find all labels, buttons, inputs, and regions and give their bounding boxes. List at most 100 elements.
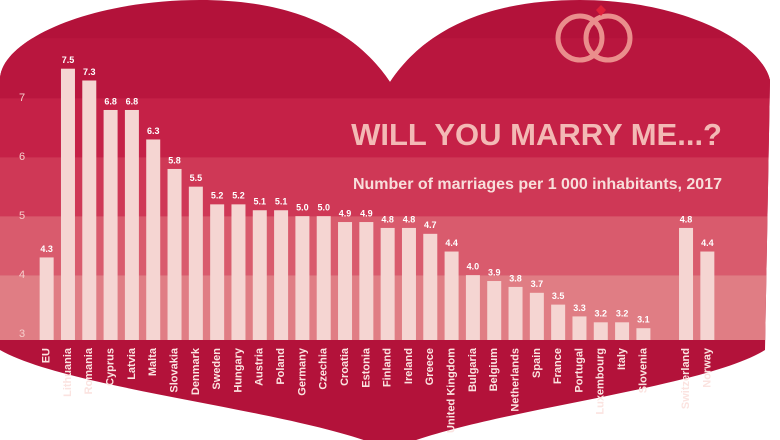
x-tick-label: Czechia xyxy=(318,347,330,389)
x-tick-label: Luxembourg xyxy=(595,348,607,415)
bar xyxy=(465,275,480,340)
x-tick-label: Poland xyxy=(275,348,287,385)
x-tick-label: Portugal xyxy=(573,348,585,393)
value-label: 3.5 xyxy=(552,291,565,301)
bar xyxy=(444,251,459,340)
y-tick-label: 3 xyxy=(19,328,25,340)
ring xyxy=(555,13,605,63)
value-label: 5.1 xyxy=(275,197,288,207)
value-label: 6.8 xyxy=(104,96,117,106)
gem xyxy=(596,5,606,16)
value-label: 3.3 xyxy=(573,303,586,313)
value-label: 4.8 xyxy=(680,214,693,224)
value-label: 6.8 xyxy=(126,96,139,106)
value-label: 4.9 xyxy=(360,208,373,218)
value-label: 7.5 xyxy=(62,55,75,65)
value-label: 4.4 xyxy=(445,238,458,248)
x-tick-label: Finland xyxy=(382,348,394,387)
bar xyxy=(82,80,97,340)
y-tick-label: 4 xyxy=(19,269,25,281)
x-tick-label: Bulgaria xyxy=(467,347,479,392)
x-tick-label: Cyprus xyxy=(105,348,117,386)
bar xyxy=(167,168,182,340)
x-tick-label: Austria xyxy=(254,347,266,386)
x-tick-label: Ireland xyxy=(403,348,415,384)
bar xyxy=(423,233,438,340)
bar xyxy=(295,216,310,340)
bar xyxy=(210,204,225,340)
value-label: 5.2 xyxy=(232,191,245,201)
x-tick-label: Hungary xyxy=(232,347,244,393)
bar xyxy=(529,292,544,340)
bar xyxy=(316,216,331,340)
y-tick-label: 7 xyxy=(19,92,25,104)
x-tick-label: Slovenia xyxy=(637,347,649,393)
bar xyxy=(636,328,651,340)
bar xyxy=(572,316,587,340)
x-tick-label: Belgium xyxy=(488,348,500,392)
bar xyxy=(380,227,395,340)
x-tick-label: Greece xyxy=(424,348,436,385)
bar xyxy=(359,222,374,340)
x-tick-label: Romania xyxy=(83,347,95,394)
bar xyxy=(103,109,118,341)
value-label: 5.2 xyxy=(211,191,224,201)
stripe-band xyxy=(0,38,770,99)
x-tick-label: Latvia xyxy=(126,347,138,380)
value-label: 4.3 xyxy=(40,244,53,254)
x-tick-label: Norway xyxy=(701,347,713,388)
value-label: 4.8 xyxy=(381,214,394,224)
ring xyxy=(583,13,633,63)
bar xyxy=(679,227,694,340)
bar xyxy=(593,322,608,340)
bar xyxy=(60,68,75,340)
x-tick-label: Italy xyxy=(616,347,628,370)
bar xyxy=(39,257,54,340)
value-label: 6.3 xyxy=(147,126,160,136)
x-tick-label: Germany xyxy=(296,347,308,396)
value-label: 4.7 xyxy=(424,220,437,230)
x-tick-label: Spain xyxy=(531,348,543,378)
x-tick-label: Estonia xyxy=(360,347,372,388)
bar xyxy=(551,304,566,340)
x-tick-label: EU xyxy=(41,348,53,363)
value-label: 3.2 xyxy=(616,309,629,319)
value-label: 7.3 xyxy=(83,67,96,77)
x-tick-label: United Kingdom xyxy=(446,348,458,433)
chart-title: WILL YOU MARRY ME...? xyxy=(351,117,722,152)
bar xyxy=(615,322,630,340)
value-label: 5.0 xyxy=(296,203,309,213)
x-tick-label: Malta xyxy=(147,347,159,376)
value-label: 4.4 xyxy=(701,238,714,248)
bar xyxy=(124,109,139,341)
rings-icon xyxy=(555,5,633,63)
value-label: 5.8 xyxy=(168,155,181,165)
x-tick-label: Denmark xyxy=(190,347,202,395)
value-label: 4.9 xyxy=(339,208,352,218)
value-label: 3.9 xyxy=(488,267,501,277)
y-tick-label: 6 xyxy=(19,151,25,163)
bar xyxy=(274,210,289,340)
value-label: 4.8 xyxy=(403,214,416,224)
value-label: 5.0 xyxy=(317,203,330,213)
bar xyxy=(487,281,502,340)
value-label: 3.7 xyxy=(531,279,544,289)
bar xyxy=(252,210,267,340)
bar xyxy=(188,186,203,340)
x-tick-label: Lithuania xyxy=(62,347,74,397)
bar xyxy=(508,286,523,340)
value-label: 3.8 xyxy=(509,273,522,283)
x-tick-label: Slovakia xyxy=(168,347,180,393)
value-label: 3.1 xyxy=(637,315,650,325)
bar xyxy=(401,227,416,340)
y-tick-label: 5 xyxy=(19,210,25,222)
value-label: 4.0 xyxy=(467,261,480,271)
bar xyxy=(231,204,246,340)
x-tick-label: France xyxy=(552,348,564,384)
bar xyxy=(338,222,353,340)
x-tick-label: Sweden xyxy=(211,348,223,390)
chart-subtitle: Number of marriages per 1 000 inhabitant… xyxy=(353,176,722,193)
value-label: 5.5 xyxy=(190,173,203,183)
x-tick-label: Croatia xyxy=(339,347,351,386)
